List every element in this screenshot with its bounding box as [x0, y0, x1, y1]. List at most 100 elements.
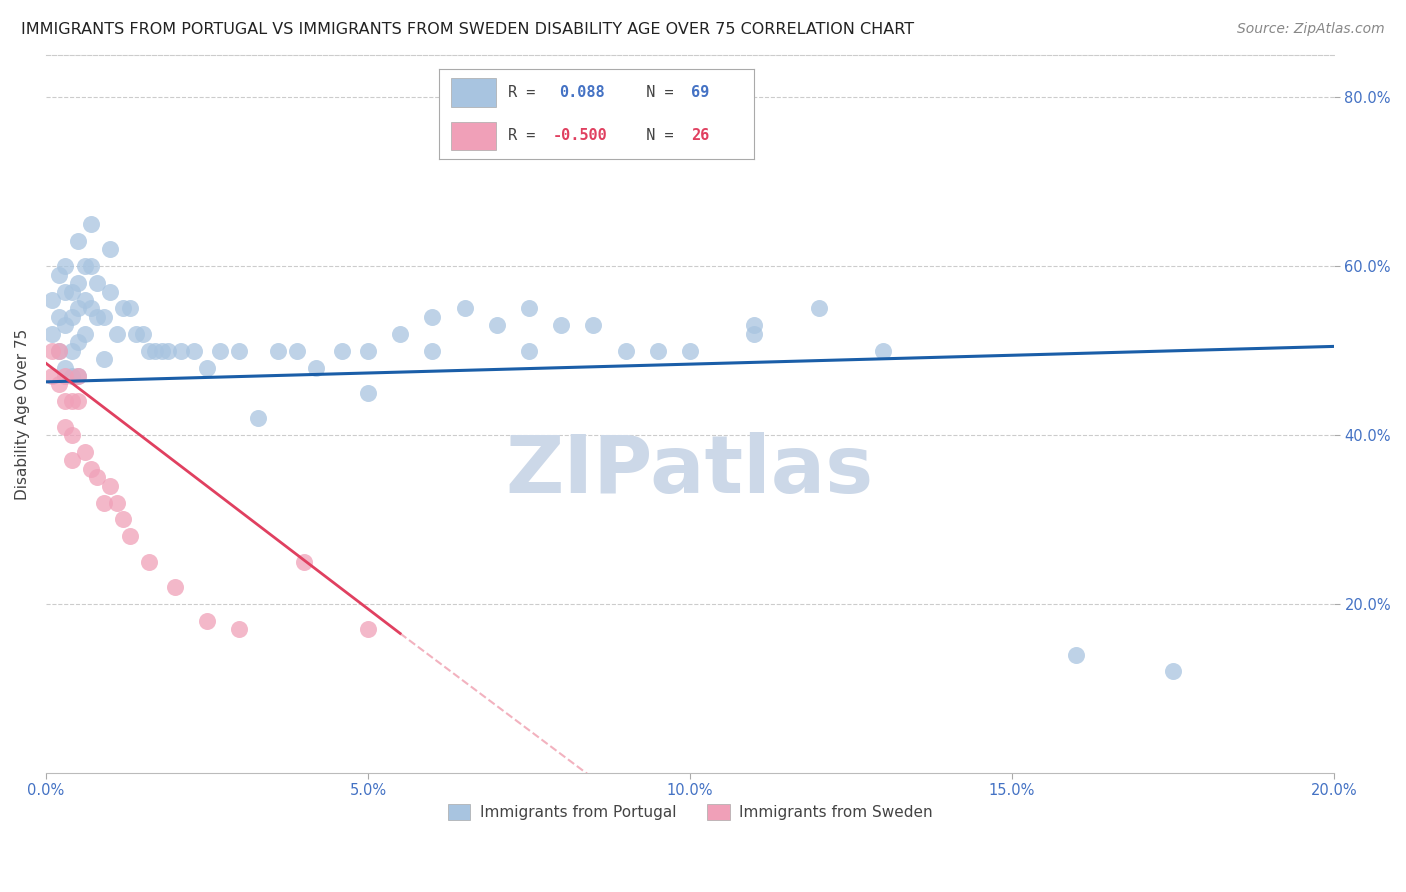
Point [86, 276, 108, 290]
Point [647, 343, 669, 358]
Point [357, 343, 380, 358]
Point [422, 310, 444, 324]
Text: IMMIGRANTS FROM PORTUGAL VS IMMIGRANTS FROM SWEDEN DISABILITY AGE OVER 75 CORREL: IMMIGRANTS FROM PORTUGAL VS IMMIGRANTS F… [21, 22, 914, 37]
Point [679, 343, 702, 358]
Point [41, 368, 63, 383]
Point [150, 343, 173, 358]
Point [80, 259, 103, 273]
Point [157, 343, 180, 358]
Point [60, 428, 83, 442]
Point [60, 343, 83, 358]
Point [67, 368, 90, 383]
Point [67, 394, 90, 409]
Point [131, 326, 153, 341]
Point [195, 614, 218, 628]
Point [582, 318, 605, 333]
Point [305, 360, 328, 375]
Point [453, 301, 475, 316]
Point [41, 343, 63, 358]
Point [41, 326, 63, 341]
Point [60, 285, 83, 299]
Point [389, 326, 412, 341]
Point [93, 495, 115, 509]
Point [247, 411, 270, 425]
Point [67, 368, 90, 383]
Point [744, 318, 766, 333]
Point [48, 377, 70, 392]
Point [208, 343, 231, 358]
Point [138, 555, 160, 569]
Point [145, 343, 167, 358]
Point [872, 343, 894, 358]
Point [60, 310, 83, 324]
Point [357, 385, 380, 400]
Point [53, 318, 76, 333]
Point [100, 242, 122, 256]
Point [807, 301, 830, 316]
Point [228, 622, 250, 636]
Point [357, 622, 380, 636]
Point [550, 318, 572, 333]
Text: Source: ZipAtlas.com: Source: ZipAtlas.com [1237, 22, 1385, 37]
Point [53, 285, 76, 299]
Point [292, 555, 315, 569]
Point [86, 470, 108, 484]
Point [93, 310, 115, 324]
Point [80, 217, 103, 231]
Point [67, 276, 90, 290]
Point [48, 268, 70, 282]
Point [100, 479, 122, 493]
Point [60, 453, 83, 467]
Point [73, 293, 96, 307]
Point [170, 343, 193, 358]
Point [138, 343, 160, 358]
Point [118, 301, 141, 316]
Point [86, 310, 108, 324]
Point [267, 343, 290, 358]
Point [80, 301, 103, 316]
Point [105, 495, 128, 509]
Legend: Immigrants from Portugal, Immigrants from Sweden: Immigrants from Portugal, Immigrants fro… [441, 797, 938, 826]
Point [614, 343, 637, 358]
Point [517, 301, 540, 316]
Point [183, 343, 205, 358]
Point [48, 343, 70, 358]
Point [60, 368, 83, 383]
Point [73, 326, 96, 341]
Point [485, 318, 508, 333]
Point [73, 445, 96, 459]
Y-axis label: Disability Age Over 75: Disability Age Over 75 [15, 328, 30, 500]
Point [80, 462, 103, 476]
Point [112, 301, 135, 316]
Point [53, 419, 76, 434]
Point [67, 234, 90, 248]
Point [48, 343, 70, 358]
Point [67, 335, 90, 350]
Point [517, 343, 540, 358]
Point [163, 580, 186, 594]
Point [330, 343, 353, 358]
Point [195, 360, 218, 375]
Point [73, 259, 96, 273]
Point [285, 343, 308, 358]
Point [1161, 665, 1184, 679]
Point [100, 285, 122, 299]
Point [422, 343, 444, 358]
Point [93, 352, 115, 367]
Point [744, 326, 766, 341]
Point [125, 326, 148, 341]
Point [53, 360, 76, 375]
Point [1066, 648, 1088, 662]
Point [67, 301, 90, 316]
Text: ZIPatlas: ZIPatlas [506, 433, 875, 510]
Point [118, 529, 141, 543]
Point [105, 326, 128, 341]
Point [112, 512, 135, 526]
Point [53, 394, 76, 409]
Point [60, 394, 83, 409]
Point [41, 293, 63, 307]
Point [53, 259, 76, 273]
Point [53, 368, 76, 383]
Point [228, 343, 250, 358]
Point [48, 310, 70, 324]
